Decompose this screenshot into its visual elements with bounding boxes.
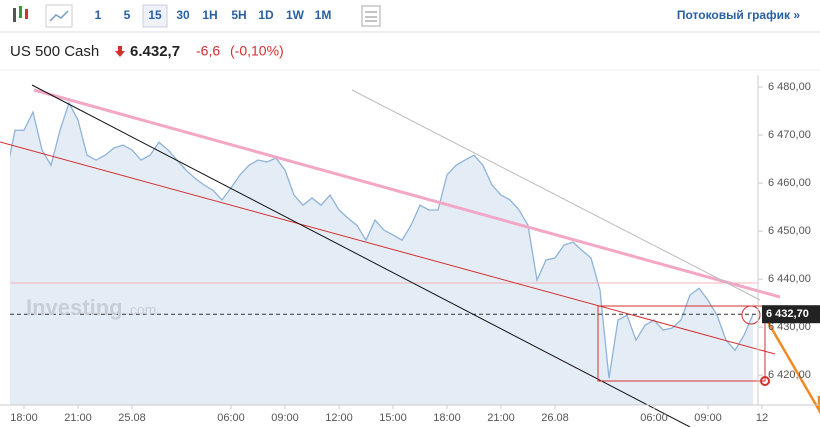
change-percent: (-0,10%)	[230, 43, 284, 59]
table-icon[interactable]	[361, 5, 381, 27]
interval-button[interactable]: 5	[124, 8, 131, 22]
y-tick-label: 6 440,00	[768, 273, 811, 285]
streaming-link[interactable]: Потоковый график »	[677, 8, 800, 22]
down-arrow	[115, 46, 125, 57]
y-tick-label: 6 480,00	[768, 81, 811, 93]
instrument-name: US 500 Cash	[10, 43, 99, 60]
selected-interval-bg	[142, 4, 168, 28]
x-tick-label: 15:00	[379, 412, 407, 424]
interval-button[interactable]: 1M	[315, 8, 332, 22]
interval-button[interactable]: 1	[95, 8, 102, 22]
x-tick-label: 12	[756, 412, 768, 424]
x-tick-label: 06:00	[640, 412, 668, 424]
x-tick-label: 09:00	[694, 412, 722, 424]
current-price-label: 6 432,70	[766, 308, 809, 320]
y-tick-label: 6 460,00	[768, 177, 811, 189]
watermark-suffix: .com	[126, 302, 156, 318]
y-tick-label: 6 430,00	[768, 321, 811, 333]
interval-button[interactable]: 5H	[231, 8, 246, 22]
current-price-box	[762, 305, 820, 324]
y-tick-label: 6 470,00	[768, 129, 811, 141]
x-tick-label: 25.08	[118, 412, 146, 424]
x-tick-label: 26.08	[541, 412, 569, 424]
change: -6,6	[196, 43, 220, 59]
x-tick-label: 18:00	[433, 412, 461, 424]
area-fill	[10, 102, 753, 405]
x-tick-label: 21:00	[64, 412, 92, 424]
interval-button[interactable]: 15	[148, 8, 162, 22]
candle-icon[interactable]	[13, 6, 28, 22]
interval-button[interactable]: 1D	[258, 8, 274, 22]
interval-button[interactable]: 1W	[286, 8, 305, 22]
y-tick-label: 6 450,00	[768, 225, 811, 237]
price-line	[10, 101, 754, 379]
x-tick-label: 18:00	[10, 412, 38, 424]
y-tick-label: 6 420,00	[768, 369, 811, 381]
toolbar: 1 5 15 30 1H 5H 1D 1W 1M Потоковый график »	[13, 4, 800, 28]
interval-button[interactable]: 1H	[202, 8, 217, 22]
x-tick-label: 09:00	[271, 412, 299, 424]
price: 6.432,7	[130, 43, 180, 60]
x-tick-label: 21:00	[487, 412, 515, 424]
x-tick-label: 06:00	[217, 412, 245, 424]
watermark: Investing	[26, 295, 123, 320]
interval-button[interactable]: 30	[176, 8, 190, 22]
annotations	[0, 84, 820, 427]
x-tick-label: 12:00	[325, 412, 353, 424]
